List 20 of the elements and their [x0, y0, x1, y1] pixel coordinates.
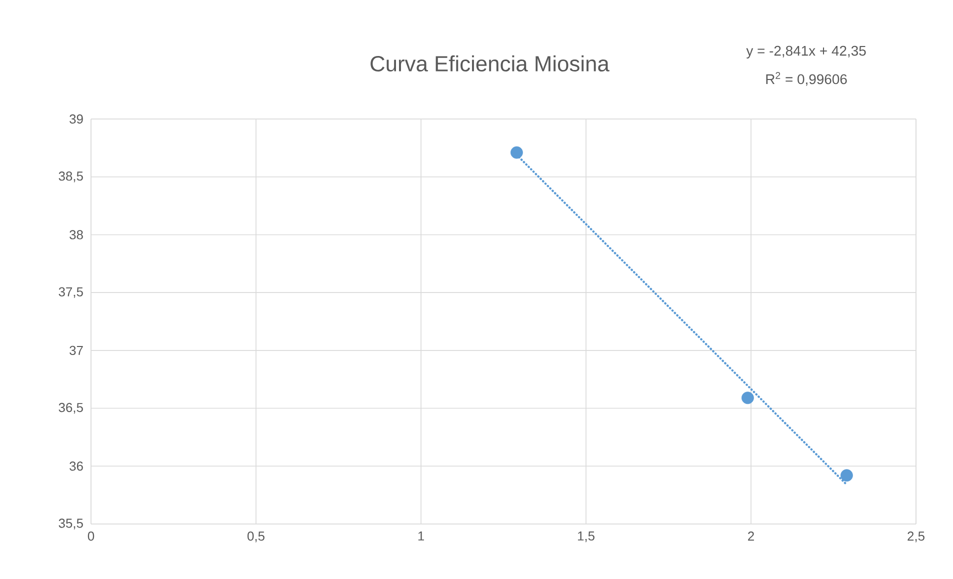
y-tick-label: 35,5: [58, 518, 83, 530]
point: [742, 392, 754, 404]
y-tick-label: 37,5: [58, 287, 83, 298]
x-tick-label: 2: [748, 532, 754, 541]
y-tick-label: 38,5: [58, 172, 83, 182]
x-tick-label: 1: [418, 532, 424, 540]
text: y = -2,841x + 42,35: [746, 46, 866, 58]
point: [510, 146, 523, 159]
chart-title: Curva Eficiencia Miosina: [370, 55, 610, 72]
y-tick-label: 37: [70, 346, 83, 356]
x-tick-label: 0: [88, 532, 94, 541]
y-tick-label: 36: [70, 462, 83, 471]
y-tick-label: 38: [70, 230, 83, 240]
y-tick-label: 39: [70, 114, 83, 124]
y-tick-label: 36,5: [58, 402, 83, 414]
point: [840, 469, 853, 482]
x-tick-label: 1,5: [578, 532, 594, 542]
text: R$^{2}$ = 0,99606: [766, 72, 847, 86]
x-tick-label: 0,5: [248, 532, 264, 542]
x-tick-label: 2,5: [908, 532, 924, 542]
